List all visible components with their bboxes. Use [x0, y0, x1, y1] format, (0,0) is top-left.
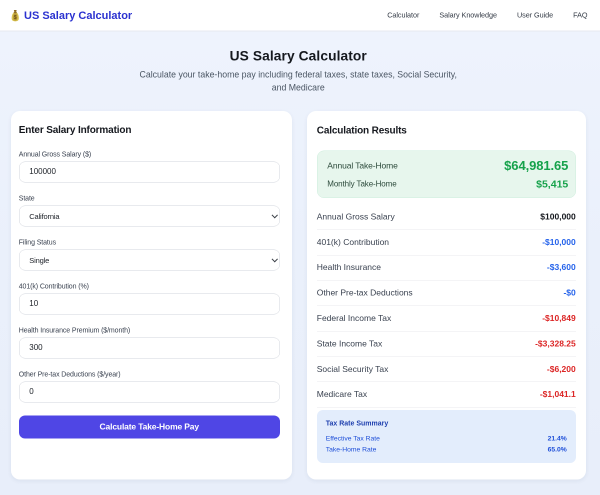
- svg-text:$: $: [14, 15, 17, 21]
